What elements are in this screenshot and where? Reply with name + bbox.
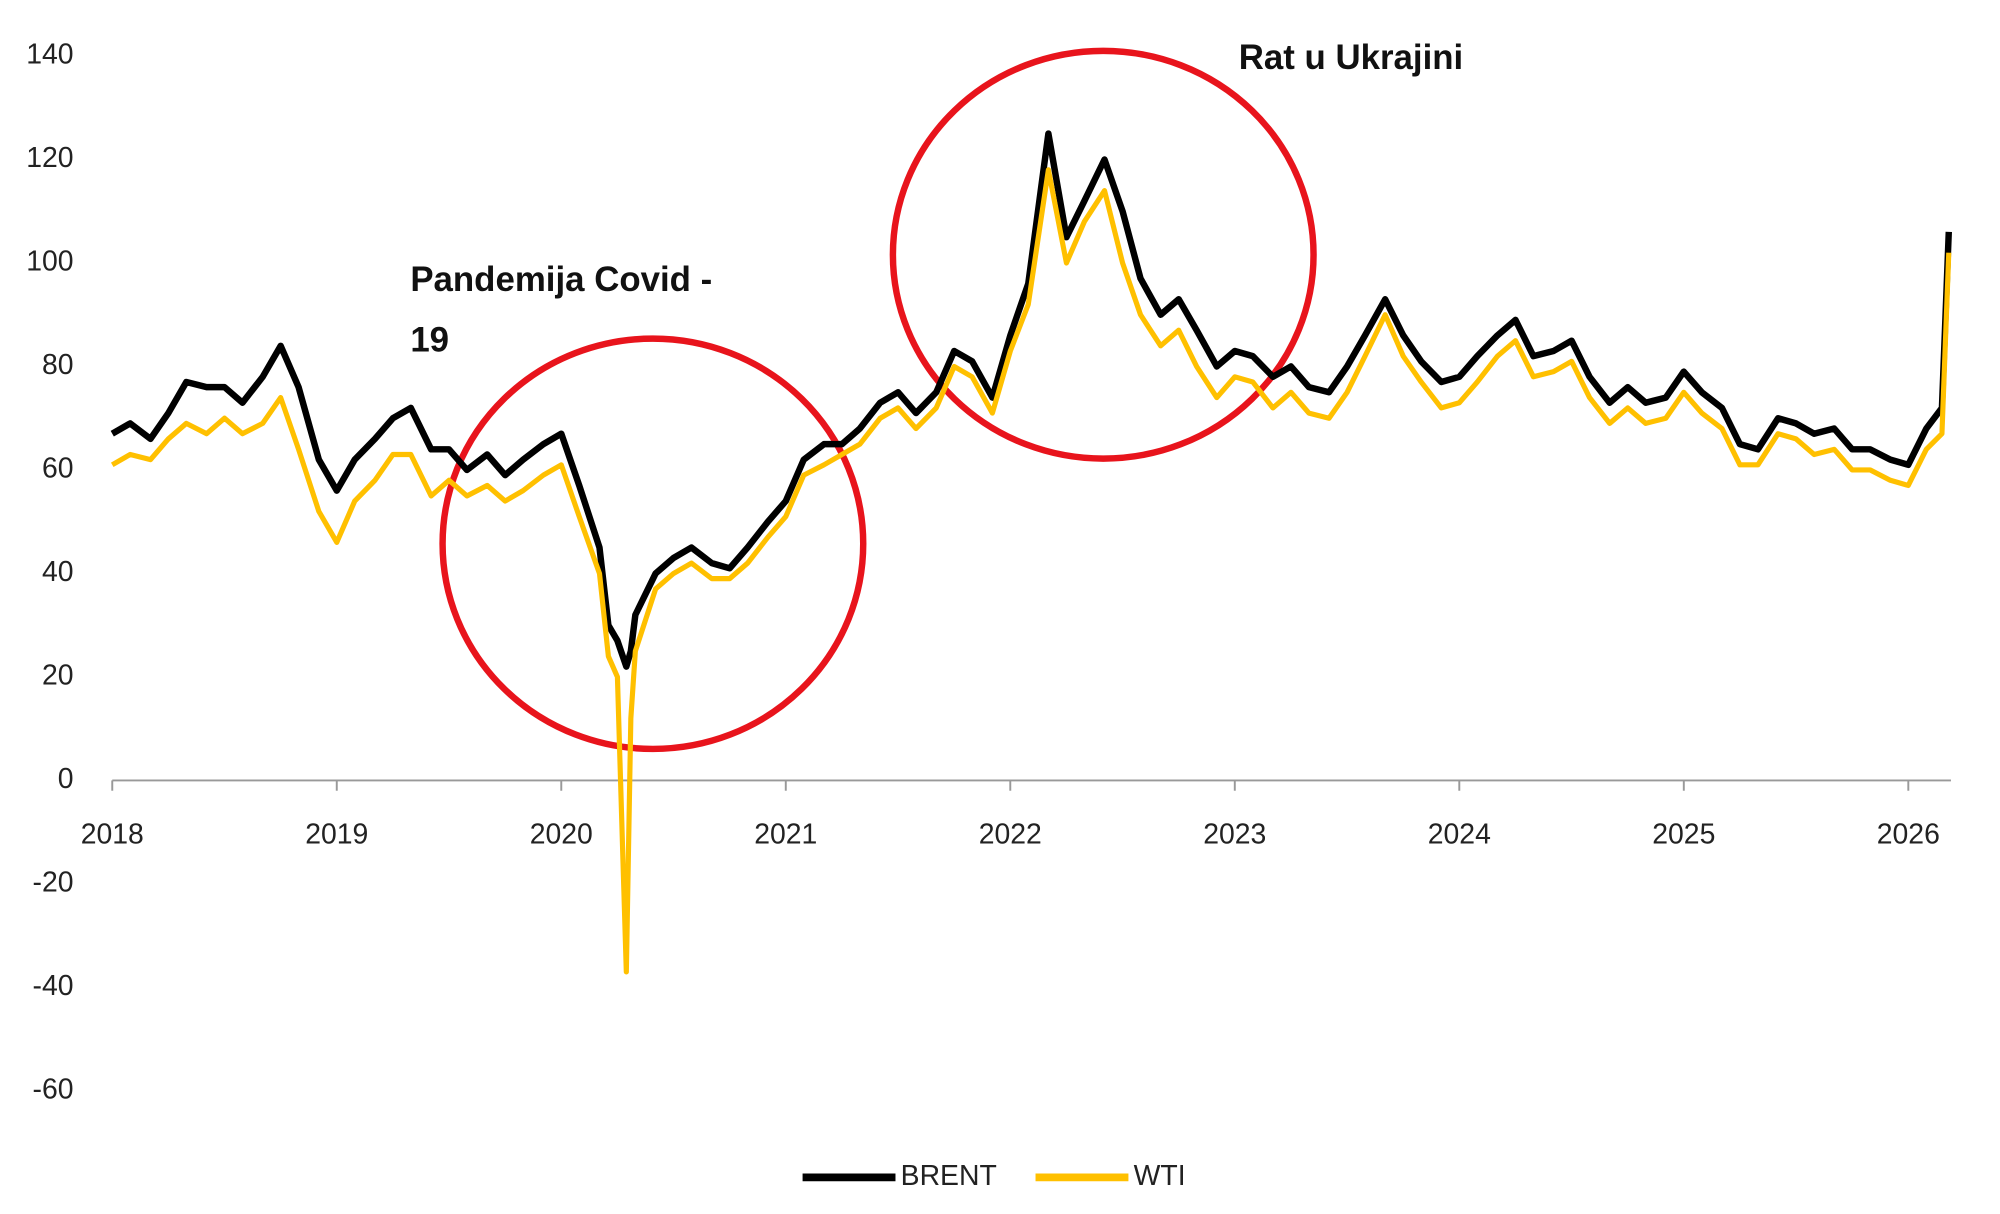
x-tick-label: 2024 <box>1428 818 1491 850</box>
x-tick-label: 2023 <box>1203 818 1266 850</box>
y-tick-label: -20 <box>33 866 74 898</box>
x-tick-label: 2020 <box>530 818 593 850</box>
y-tick-label: 140 <box>26 39 73 71</box>
y-tick-label: -40 <box>33 970 74 1002</box>
y-tick-label: 80 <box>42 349 74 381</box>
series-line <box>110 130 1952 670</box>
series-line <box>110 167 1952 975</box>
x-tick-label: 2018 <box>81 818 144 850</box>
covid-circle <box>439 335 867 753</box>
annotation: 19 <box>410 321 449 360</box>
legend-label: BRENT <box>901 1160 997 1192</box>
ukraine-circle <box>889 47 1317 462</box>
annotation: Rat u Ukrajini <box>1239 38 1464 77</box>
y-tick-label: 120 <box>26 142 73 174</box>
legend-label: WTI <box>1134 1160 1186 1192</box>
y-tick-label: 40 <box>42 556 74 588</box>
x-tick-label: 2019 <box>305 818 368 850</box>
x-tick-label: 2026 <box>1877 818 1940 850</box>
x-tick-label: 2022 <box>979 818 1042 850</box>
y-tick-label: 20 <box>42 659 74 691</box>
y-tick-label: 100 <box>26 245 73 277</box>
y-tick-label: 60 <box>42 452 74 484</box>
x-tick-label: 2021 <box>754 818 817 850</box>
y-tick-label: 0 <box>58 763 74 795</box>
x-tick-label: 2025 <box>1652 818 1715 850</box>
y-tick-label: -60 <box>33 1073 74 1105</box>
annotation: Pandemija Covid - <box>410 260 712 299</box>
